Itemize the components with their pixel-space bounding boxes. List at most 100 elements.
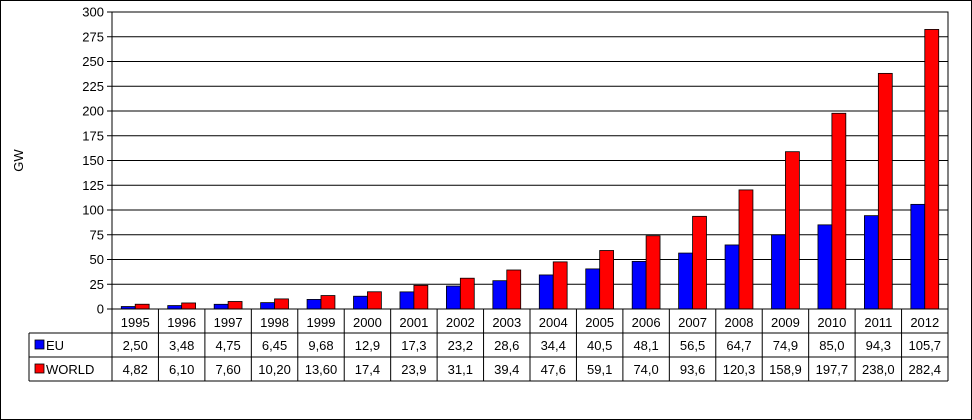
- x-tick-label: 2009: [771, 315, 800, 330]
- x-tick-label: 2003: [492, 315, 521, 330]
- y-tick-label: 0: [97, 302, 104, 317]
- x-tick-label: 2012: [910, 315, 939, 330]
- bar-eu: [492, 280, 508, 310]
- data-label-world: 31,1: [448, 362, 473, 377]
- data-label-world: 59,1: [587, 362, 612, 377]
- data-label-world: 39,4: [494, 362, 519, 377]
- data-label-world: 238,0: [862, 362, 895, 377]
- data-label-eu: 40,5: [587, 338, 612, 353]
- x-tick-label: 1998: [260, 315, 289, 330]
- legend-label-world: WORLD: [46, 362, 94, 377]
- bar-eu: [260, 302, 275, 310]
- data-label-eu: 56,5: [680, 338, 705, 353]
- x-tick-label: 2001: [399, 315, 428, 330]
- data-label-world: 17,4: [355, 362, 380, 377]
- y-tick-label: 300: [82, 5, 104, 20]
- bar-eu: [399, 291, 415, 310]
- data-label-world: 282,4: [909, 362, 942, 377]
- bar-eu: [864, 215, 879, 310]
- bar-world: [924, 29, 940, 310]
- data-label-eu: 64,7: [726, 338, 751, 353]
- x-tick-label: 1999: [307, 315, 336, 330]
- data-label-world: 13,60: [305, 362, 338, 377]
- bar-eu: [817, 224, 833, 310]
- bar-world: [645, 235, 661, 310]
- x-tick-label: 2005: [585, 315, 614, 330]
- bar-world: [831, 112, 847, 310]
- legend-swatch-eu: [34, 339, 45, 350]
- data-label-eu: 74,9: [773, 338, 798, 353]
- data-label-eu: 94,3: [866, 338, 891, 353]
- data-label-eu: 34,4: [541, 338, 566, 353]
- bar-eu: [538, 274, 554, 310]
- y-tick-label: 25: [90, 277, 104, 292]
- legend-swatch-world: [34, 363, 45, 374]
- data-label-world: 6,10: [169, 362, 194, 377]
- data-label-world: 74,0: [633, 362, 658, 377]
- x-tick-label: 2010: [817, 315, 846, 330]
- data-label-eu: 17,3: [401, 338, 426, 353]
- data-label-eu: 9,68: [308, 338, 333, 353]
- data-label-eu: 3,48: [169, 338, 194, 353]
- data-label-eu: 12,9: [355, 338, 380, 353]
- x-tick-label: 1995: [121, 315, 150, 330]
- bar-world: [738, 189, 754, 310]
- bar-world: [274, 298, 289, 310]
- y-tick-label: 250: [82, 54, 104, 69]
- bar-eu: [213, 303, 229, 310]
- y-tick-label: 175: [82, 128, 104, 143]
- data-label-world: 120,3: [723, 362, 756, 377]
- data-label-eu: 2,50: [123, 338, 148, 353]
- bar-world: [692, 215, 707, 310]
- bar-eu: [724, 244, 740, 310]
- bar-world: [367, 291, 382, 310]
- x-tick-label: 1996: [167, 315, 196, 330]
- bar-eu: [771, 234, 786, 310]
- y-tick-label: 125: [82, 178, 104, 193]
- x-tick-label: 2011: [864, 315, 892, 330]
- bar-world: [413, 284, 429, 310]
- legend-label-eu: EU: [46, 338, 64, 353]
- data-label-world: 7,60: [215, 362, 240, 377]
- data-label-world: 93,6: [680, 362, 705, 377]
- bar-world: [785, 151, 800, 310]
- y-tick-label: 225: [82, 79, 104, 94]
- data-label-world: 23,9: [401, 362, 426, 377]
- y-tick-label: 50: [90, 252, 104, 267]
- data-label-world: 4,82: [123, 362, 148, 377]
- data-label-eu: 28,6: [494, 338, 519, 353]
- x-tick-label: 2004: [539, 315, 568, 330]
- y-tick-label: 275: [82, 29, 104, 44]
- bar-eu: [353, 295, 368, 310]
- y-tick-label: 75: [90, 227, 104, 242]
- x-tick-label: 2008: [725, 315, 754, 330]
- x-tick-label: 1997: [214, 315, 243, 330]
- data-label-eu: 4,75: [215, 338, 240, 353]
- bar-world: [599, 250, 615, 310]
- bar-eu: [167, 305, 183, 310]
- bar-world: [552, 261, 568, 310]
- bar-world: [134, 303, 150, 310]
- bar-world: [227, 301, 243, 310]
- data-label-world: 10,20: [258, 362, 291, 377]
- bar-world: [181, 302, 197, 310]
- data-label-world: 158,9: [769, 362, 802, 377]
- bar-eu: [306, 299, 322, 310]
- bar-eu: [445, 285, 461, 310]
- data-label-eu: 6,45: [262, 338, 287, 353]
- y-tick-label: 200: [82, 104, 104, 119]
- y-tick-label: 150: [82, 153, 104, 168]
- bar-eu: [678, 252, 693, 310]
- y-axis-label: GW: [11, 149, 26, 172]
- bar-eu: [631, 260, 647, 310]
- bar-world: [877, 72, 893, 310]
- bar-eu: [910, 203, 926, 310]
- data-label-eu: 48,1: [633, 338, 658, 353]
- data-label-world: 197,7: [816, 362, 849, 377]
- bar-world: [506, 269, 522, 310]
- data-label-world: 47,6: [541, 362, 566, 377]
- x-tick-label: 2000: [353, 315, 382, 330]
- data-label-eu: 23,2: [448, 338, 473, 353]
- data-label-eu: 105,7: [909, 338, 942, 353]
